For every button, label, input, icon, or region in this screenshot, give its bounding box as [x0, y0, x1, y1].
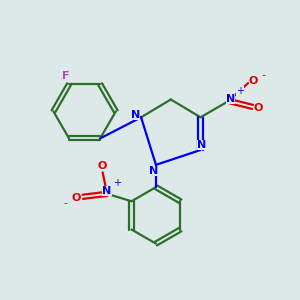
Text: N: N	[149, 167, 158, 176]
Text: O: O	[97, 161, 106, 172]
Text: N: N	[131, 110, 140, 120]
Text: N: N	[197, 140, 207, 150]
Text: O: O	[249, 76, 258, 86]
Text: O: O	[71, 193, 81, 203]
Text: +: +	[113, 178, 122, 188]
Text: N: N	[103, 186, 112, 196]
Text: -: -	[262, 70, 266, 80]
Text: O: O	[254, 103, 263, 113]
Text: +: +	[236, 86, 244, 96]
Text: F: F	[62, 71, 70, 81]
Text: N: N	[226, 94, 235, 103]
Text: -: -	[64, 198, 68, 208]
